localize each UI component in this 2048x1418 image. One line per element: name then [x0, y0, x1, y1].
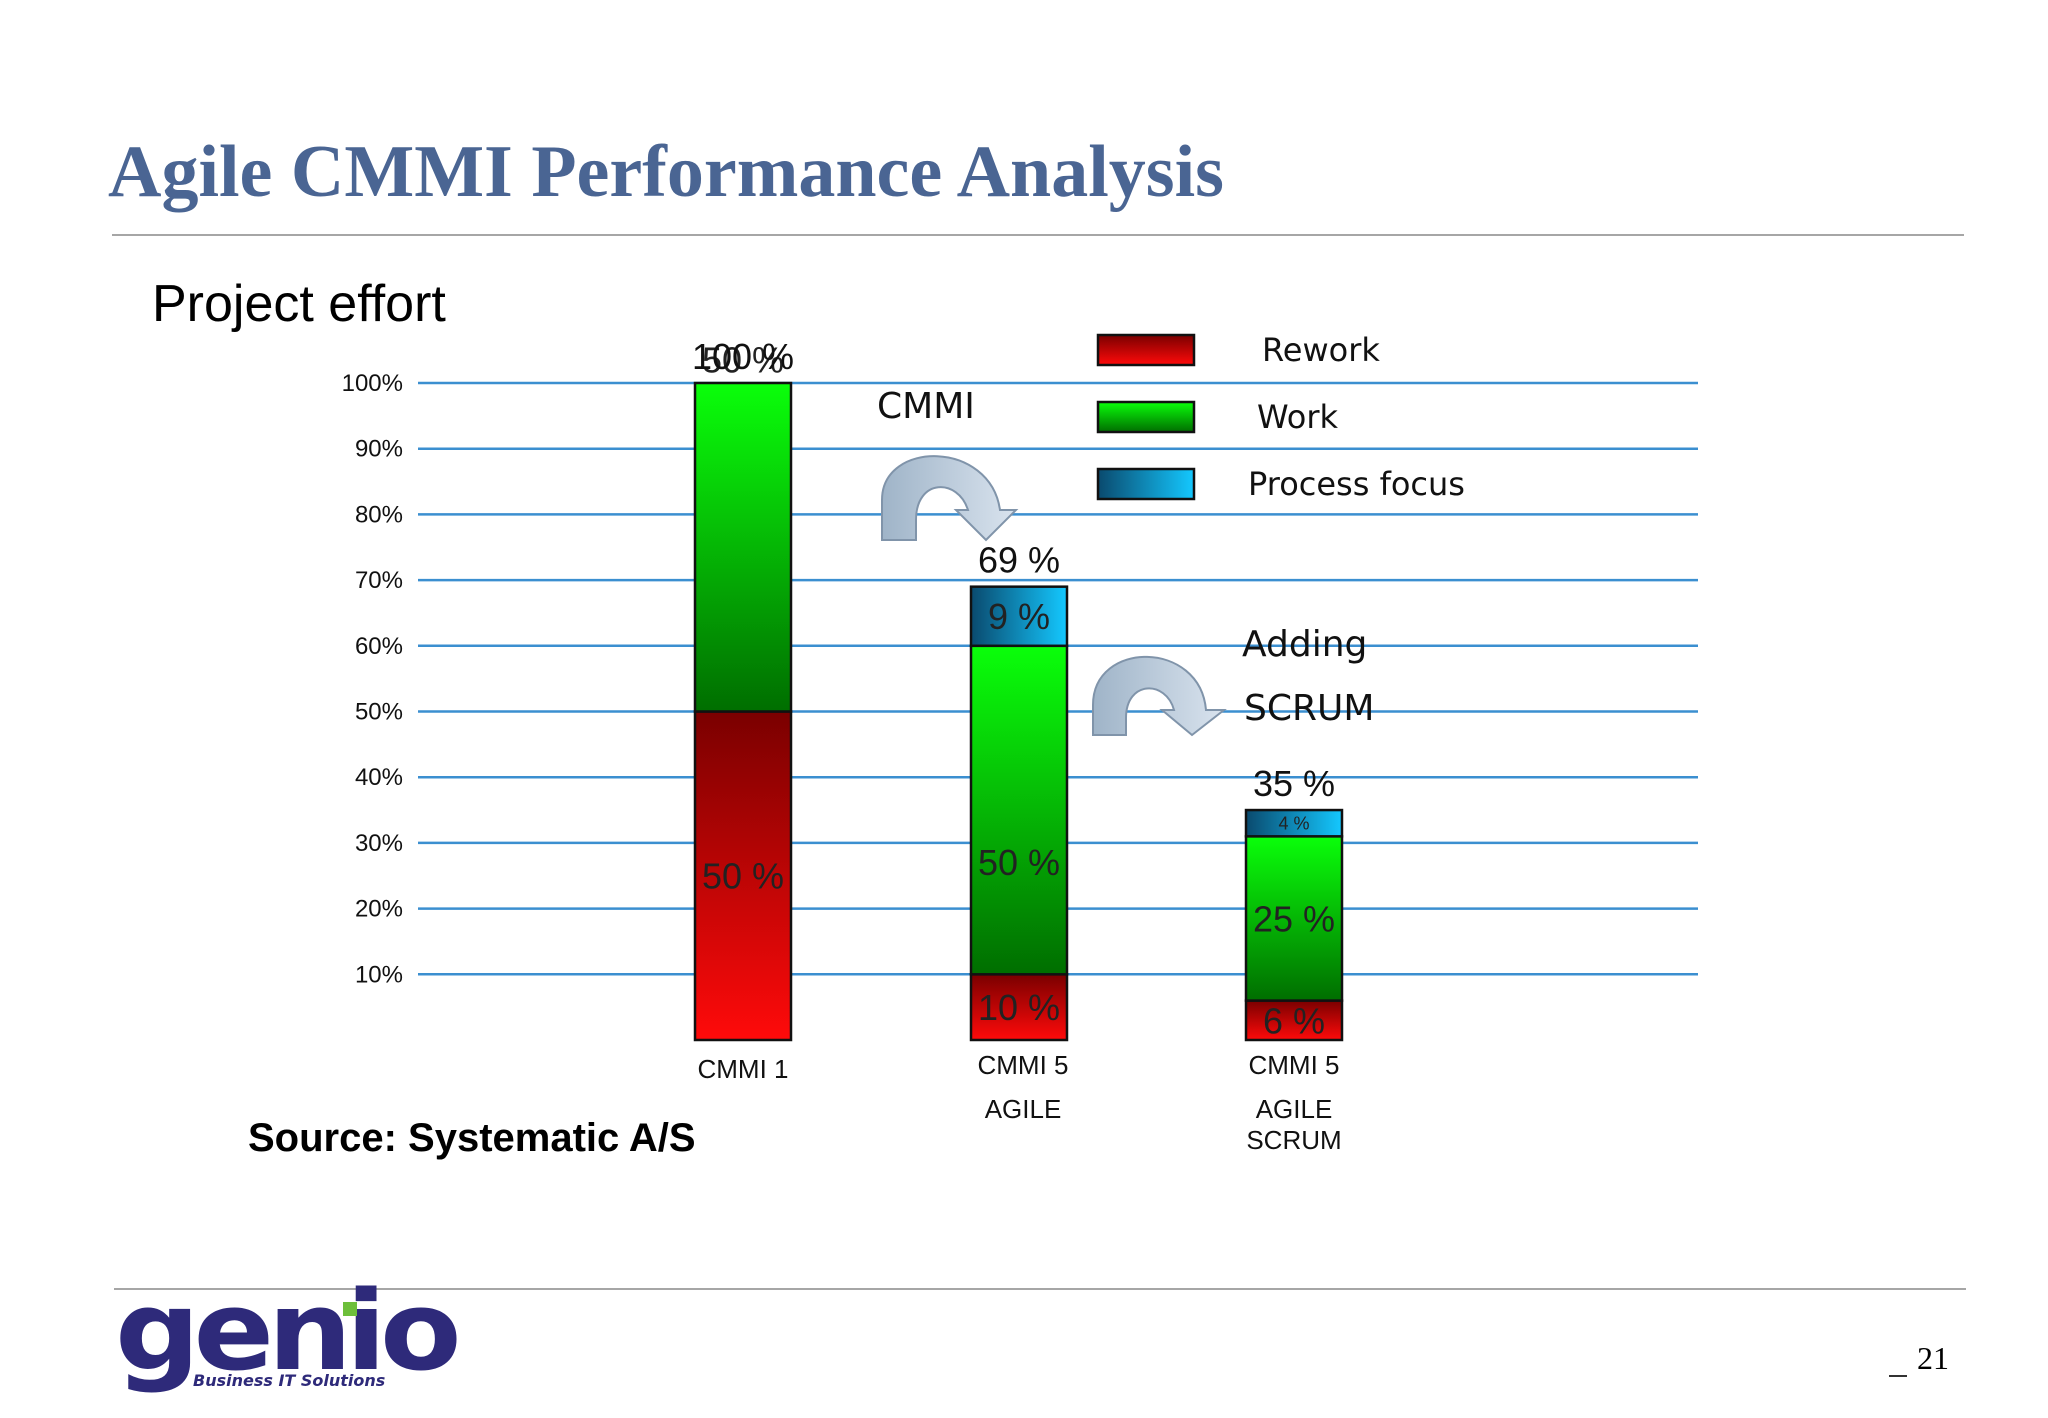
legend-swatch — [1096, 467, 1196, 501]
y-tick-label: 10% — [355, 961, 403, 988]
genio-logo: genio Business IT Solutions — [115, 1276, 462, 1402]
y-tick-label: 30% — [355, 830, 403, 857]
bar-segment-work — [693, 381, 793, 713]
title-divider — [112, 234, 1964, 236]
category-label-line2: SCRUM — [1246, 1125, 1341, 1155]
y-tick-label: 50% — [355, 699, 403, 726]
legend-label: Process focus — [1248, 465, 1465, 503]
bar-segment-work — [969, 644, 1069, 976]
category-label-line2: AGILE — [1256, 1094, 1333, 1124]
bar-segment-work — [1244, 835, 1344, 1002]
logo-tagline: Business IT Solutions — [193, 1371, 386, 1390]
data-label-work: 25 % — [1253, 898, 1335, 939]
category-label: CMMI 5 — [978, 1050, 1069, 1080]
logo-dot-icon — [343, 1302, 357, 1316]
logo-wordmark: genio — [115, 1267, 462, 1395]
scrum-arrow-icon — [1092, 655, 1227, 737]
source-note: Source: Systematic A/S — [248, 1116, 696, 1160]
annotation-cmmi: CMMI — [877, 386, 975, 427]
data-label-work: 50 % — [702, 339, 784, 380]
total-label: 100 % — [692, 336, 794, 377]
data-label-process-focus: 9 % — [988, 596, 1050, 637]
data-label-rework: 50 % — [702, 856, 784, 897]
legend-label: Work — [1257, 398, 1339, 436]
total-label: 69 % — [978, 540, 1060, 581]
slide-title: Agile CMMI Performance Analysis — [108, 131, 1224, 213]
legend-label: Rework — [1262, 331, 1380, 369]
chart-subtitle: Project effort — [152, 275, 446, 333]
y-tick-label: 70% — [355, 567, 403, 594]
y-tick-label: 80% — [355, 501, 403, 528]
y-tick-label: 60% — [355, 633, 403, 660]
y-tick-label: 40% — [355, 764, 403, 791]
legend-swatch — [1096, 400, 1196, 434]
category-label: CMMI 5 — [1249, 1050, 1340, 1080]
annotation-scrum: SCRUM — [1244, 688, 1374, 729]
y-tick-label: 20% — [355, 896, 403, 923]
page-number: 21 — [1889, 1340, 1949, 1377]
data-label-work: 50 % — [978, 842, 1060, 883]
legend-swatch — [1096, 333, 1196, 367]
data-label-rework: 6 % — [1263, 1000, 1325, 1041]
annotation-adding: Adding — [1242, 624, 1367, 665]
y-tick-label: 100% — [342, 370, 403, 397]
data-label-process-focus: 4 % — [1278, 814, 1309, 834]
total-label: 35 % — [1253, 763, 1335, 804]
category-label: CMMI 1 — [698, 1054, 789, 1084]
bar-segment-rework — [1244, 999, 1344, 1042]
page-number-value: 21 — [1917, 1340, 1949, 1376]
data-label-rework: 10 % — [978, 987, 1060, 1028]
bar-segment-process-focus — [969, 585, 1069, 648]
category-label-line2: AGILE — [985, 1094, 1062, 1124]
cmmi-arrow-icon — [881, 455, 1019, 542]
bar-segment-process-focus — [1244, 808, 1344, 838]
footer-divider — [114, 1288, 1966, 1290]
y-tick-label: 90% — [355, 436, 403, 463]
